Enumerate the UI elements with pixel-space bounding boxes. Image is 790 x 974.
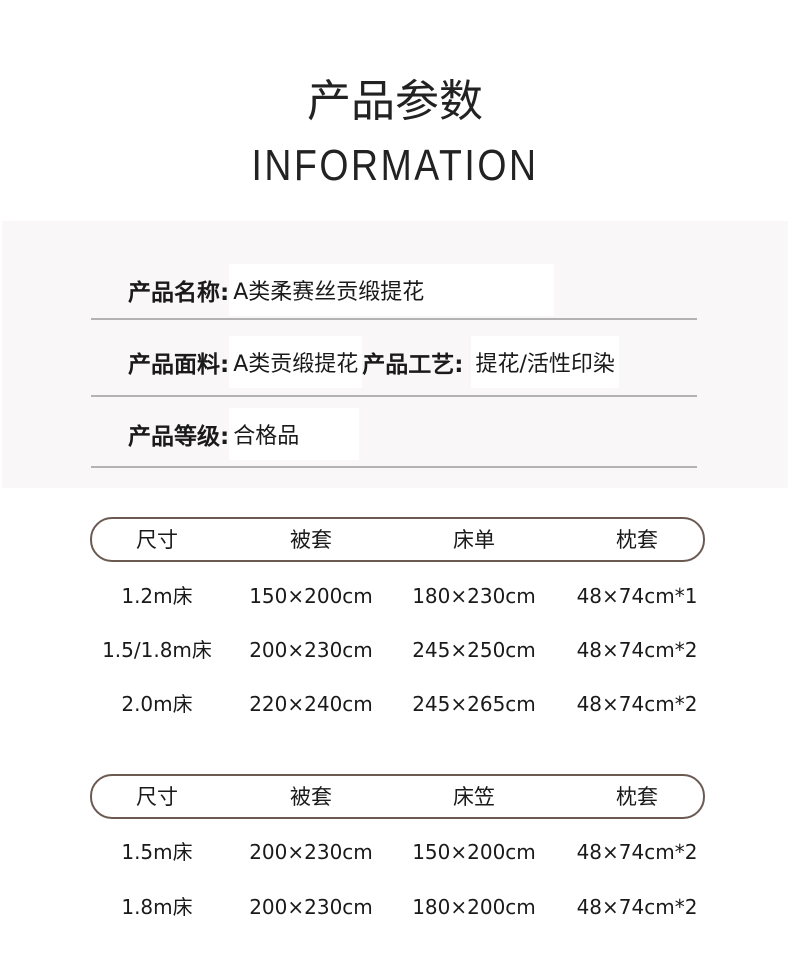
table-cell: 200×230cm (249, 638, 373, 662)
info-row-grade: 产品等级: 合格品 (128, 408, 360, 460)
craft-value: 提花/活性印染 (471, 336, 619, 388)
divider (91, 466, 697, 468)
column-header: 枕套 (616, 785, 658, 809)
column-header: 被套 (290, 785, 332, 809)
table-cell: 150×200cm (249, 584, 373, 608)
divider (91, 395, 697, 397)
table-cell: 48×74cm*2 (576, 840, 698, 864)
name-label: 产品名称: (128, 280, 230, 306)
divider (91, 318, 697, 320)
table-cell: 48×74cm*2 (576, 638, 698, 662)
grade-value: 合格品 (229, 408, 360, 460)
table-cell: 48×74cm*2 (576, 692, 698, 716)
column-header: 床单 (453, 528, 495, 552)
table-cell: 48×74cm*1 (576, 584, 698, 608)
table-cell: 245×250cm (412, 638, 536, 662)
column-header: 枕套 (616, 528, 658, 552)
column-header: 尺寸 (136, 528, 178, 552)
table-cell: 180×200cm (412, 895, 536, 919)
table2-header (90, 774, 705, 819)
fabric-value: A类贡缎提花 (229, 336, 363, 388)
table-cell: 200×230cm (249, 895, 373, 919)
table1-header (90, 517, 705, 562)
table-cell: 220×240cm (249, 692, 373, 716)
page-subtitle: INFORMATION (251, 141, 539, 190)
column-header: 床笠 (453, 785, 495, 809)
info-row-fabric: 产品面料: A类贡缎提花 产品工艺: 提花/活性印染 (128, 336, 619, 388)
table-cell: 1.5/1.8m床 (102, 638, 212, 662)
table-cell: 2.0m床 (121, 692, 193, 716)
column-header: 被套 (290, 528, 332, 552)
page-title: 产品参数 (307, 76, 483, 127)
table-cell: 200×230cm (249, 840, 373, 864)
table-cell: 150×200cm (412, 840, 536, 864)
craft-label: 产品工艺: (362, 352, 464, 378)
table-cell: 1.2m床 (121, 584, 193, 608)
table-cell: 48×74cm*2 (576, 895, 698, 919)
table-cell: 245×265cm (412, 692, 536, 716)
column-header: 尺寸 (136, 785, 178, 809)
fabric-label: 产品面料: (128, 352, 230, 378)
table-cell: 1.8m床 (121, 895, 193, 919)
table-cell: 1.5m床 (121, 840, 193, 864)
name-value: A类柔赛丝贡缎提花 (229, 264, 555, 316)
table-cell: 180×230cm (412, 584, 536, 608)
grade-label: 产品等级: (128, 424, 230, 450)
info-row-name: 产品名称: A类柔赛丝贡缎提花 (128, 264, 555, 316)
